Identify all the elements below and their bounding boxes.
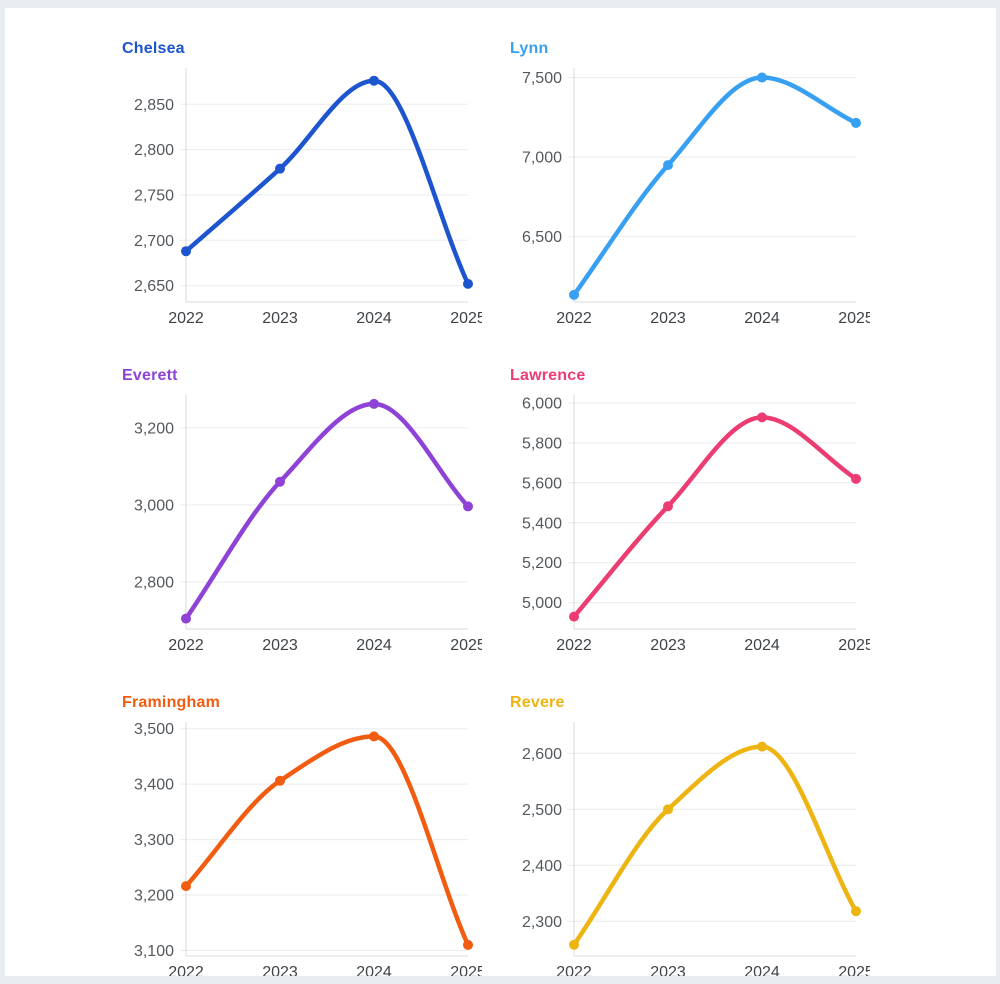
line-chart-lawrence: 5,000 5,200 5,400 5,600 5,800 6,000 2022 2023 20… [522,395,874,654]
svg-text:2022: 2022 [168,964,204,976]
svg-text:5,600: 5,600 [522,475,562,492]
svg-text:2022: 2022 [556,310,592,327]
svg-text:2024: 2024 [744,964,780,976]
chart-title-chelsea: Chelsea [122,40,185,57]
chart-title-lynn: Lynn [510,40,549,57]
svg-text:2,700: 2,700 [134,233,174,250]
line-chart-framingham: 3,100 3,200 3,300 3,400 3,500 2022 2023 2024 202… [134,721,486,976]
svg-text:2023: 2023 [262,310,298,327]
svg-text:2025: 2025 [838,637,870,654]
svg-text:3,400: 3,400 [134,777,174,794]
chart-title-revere: Revere [510,694,565,711]
svg-text:3,100: 3,100 [134,943,174,960]
charts-panel: Chelsea 2,650 2,700 2,750 2,800 2,850 2022 202… [5,8,996,976]
svg-text:2022: 2022 [556,637,592,654]
svg-text:2022: 2022 [168,310,204,327]
svg-text:2025: 2025 [838,964,870,976]
svg-text:2023: 2023 [262,637,298,654]
svg-text:5,200: 5,200 [522,555,562,572]
chart-cell-chelsea: Chelsea 2,650 2,700 2,750 2,800 2,850 2022 202… [114,40,502,335]
svg-text:2,850: 2,850 [134,97,174,114]
svg-text:2022: 2022 [556,964,592,976]
chart-cell-revere: Revere 2,300 2,400 2,500 2,600 2022 2023 2024 2… [502,694,890,976]
line-chart-everett: 2,800 3,000 3,200 2022 2023 2024 2025 [134,395,486,654]
svg-text:2023: 2023 [650,637,686,654]
svg-text:7,500: 7,500 [522,70,562,87]
svg-text:2,650: 2,650 [134,278,174,295]
svg-text:6,500: 6,500 [522,229,562,246]
svg-text:2023: 2023 [262,964,298,976]
svg-text:2,500: 2,500 [522,802,562,819]
small-multiples-grid: Chelsea 2,650 2,700 2,750 2,800 2,850 2022 202… [5,8,996,976]
chart-title-lawrence: Lawrence [510,367,586,384]
svg-text:5,800: 5,800 [522,435,562,452]
chart-cell-everett: Everett 2,800 3,000 3,200 2022 2023 2024 2025 [114,367,502,662]
svg-text:2025: 2025 [450,637,482,654]
svg-text:2024: 2024 [744,310,780,327]
chart-cell-framingham: Framingham 3,100 3,200 3,300 3,400 3,500 2022… [114,694,502,976]
chart-cell-lynn: Lynn 6,500 7,000 7,500 2022 2023 2024 2025 [502,40,890,335]
line-chart-revere: 2,300 2,400 2,500 2,600 2022 2023 2024 2025 [522,722,874,976]
line-chart-chelsea: 2,650 2,700 2,750 2,800 2,850 2022 2023 2024 202… [134,68,486,327]
svg-text:2022: 2022 [168,637,204,654]
svg-text:5,000: 5,000 [522,595,562,612]
svg-text:2,300: 2,300 [522,914,562,931]
svg-text:3,200: 3,200 [134,420,174,437]
svg-text:2,800: 2,800 [134,575,174,592]
chart-cell-lawrence: Lawrence 5,000 5,200 5,400 5,600 5,800 6,000 2… [502,367,890,662]
svg-text:2025: 2025 [450,964,482,976]
svg-text:2024: 2024 [356,637,392,654]
svg-text:2025: 2025 [838,310,870,327]
svg-text:3,500: 3,500 [134,721,174,738]
chart-title-framingham: Framingham [122,694,221,711]
svg-text:2,400: 2,400 [522,858,562,875]
svg-text:2024: 2024 [744,637,780,654]
line-chart-lynn: 6,500 7,000 7,500 2022 2023 2024 2025 [522,68,874,327]
svg-text:3,000: 3,000 [134,497,174,514]
svg-text:2025: 2025 [450,310,482,327]
svg-text:2024: 2024 [356,310,392,327]
svg-text:6,000: 6,000 [522,396,562,413]
svg-text:7,000: 7,000 [522,150,562,167]
svg-text:2,600: 2,600 [522,746,562,763]
chart-title-everett: Everett [122,367,178,384]
svg-text:2024: 2024 [356,964,392,976]
svg-text:3,200: 3,200 [134,888,174,905]
svg-text:2023: 2023 [650,310,686,327]
svg-text:5,400: 5,400 [522,515,562,532]
svg-text:2,800: 2,800 [134,142,174,159]
svg-text:2023: 2023 [650,964,686,976]
svg-text:2,750: 2,750 [134,188,174,205]
svg-text:3,300: 3,300 [134,832,174,849]
